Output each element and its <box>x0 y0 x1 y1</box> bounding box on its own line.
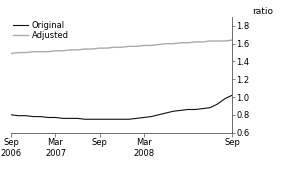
Adjusted <box>17 52 20 54</box>
Adjusted <box>223 40 226 42</box>
Adjusted <box>171 43 175 45</box>
Adjusted <box>76 49 79 51</box>
Adjusted <box>98 47 101 49</box>
Original <box>17 115 20 117</box>
Line: Original: Original <box>11 95 232 119</box>
Original <box>105 118 109 120</box>
Original <box>120 118 123 120</box>
Adjusted <box>24 52 28 54</box>
Original <box>91 118 94 120</box>
Adjusted <box>157 44 160 46</box>
Original <box>24 115 28 117</box>
Original <box>113 118 116 120</box>
Adjusted <box>149 44 153 46</box>
Adjusted <box>208 40 212 42</box>
Adjusted <box>83 48 87 50</box>
Adjusted <box>113 46 116 48</box>
Original <box>223 98 226 100</box>
Adjusted <box>32 51 35 53</box>
Adjusted <box>216 40 219 42</box>
Original <box>149 116 153 118</box>
Adjusted <box>120 46 123 48</box>
Original <box>39 116 42 118</box>
Y-axis label: ratio: ratio <box>252 7 273 16</box>
Original <box>179 109 182 111</box>
Original <box>216 103 219 105</box>
Original <box>208 107 212 109</box>
Original <box>54 116 57 118</box>
Original <box>98 118 101 120</box>
Adjusted <box>230 39 234 41</box>
Original <box>68 117 72 119</box>
Original <box>230 94 234 96</box>
Adjusted <box>39 51 42 53</box>
Original <box>61 117 65 119</box>
Adjusted <box>164 43 168 45</box>
Adjusted <box>46 51 50 53</box>
Adjusted <box>142 44 145 46</box>
Adjusted <box>54 50 57 52</box>
Original <box>142 116 145 118</box>
Original <box>76 117 79 119</box>
Adjusted <box>194 41 197 43</box>
Adjusted <box>127 45 131 47</box>
Adjusted <box>10 52 13 54</box>
Original <box>135 117 138 119</box>
Adjusted <box>135 45 138 47</box>
Adjusted <box>61 50 65 52</box>
Adjusted <box>68 49 72 51</box>
Adjusted <box>179 42 182 44</box>
Original <box>46 116 50 118</box>
Original <box>127 118 131 120</box>
Adjusted <box>186 42 190 44</box>
Original <box>171 110 175 112</box>
Adjusted <box>201 41 204 43</box>
Adjusted <box>105 47 109 49</box>
Original <box>186 108 190 111</box>
Original <box>83 118 87 120</box>
Adjusted <box>91 48 94 50</box>
Legend: Original, Adjusted: Original, Adjusted <box>13 21 68 40</box>
Original <box>164 112 168 114</box>
Original <box>201 108 204 110</box>
Original <box>32 116 35 118</box>
Original <box>10 114 13 116</box>
Original <box>194 108 197 111</box>
Original <box>157 114 160 116</box>
Line: Adjusted: Adjusted <box>11 40 232 53</box>
